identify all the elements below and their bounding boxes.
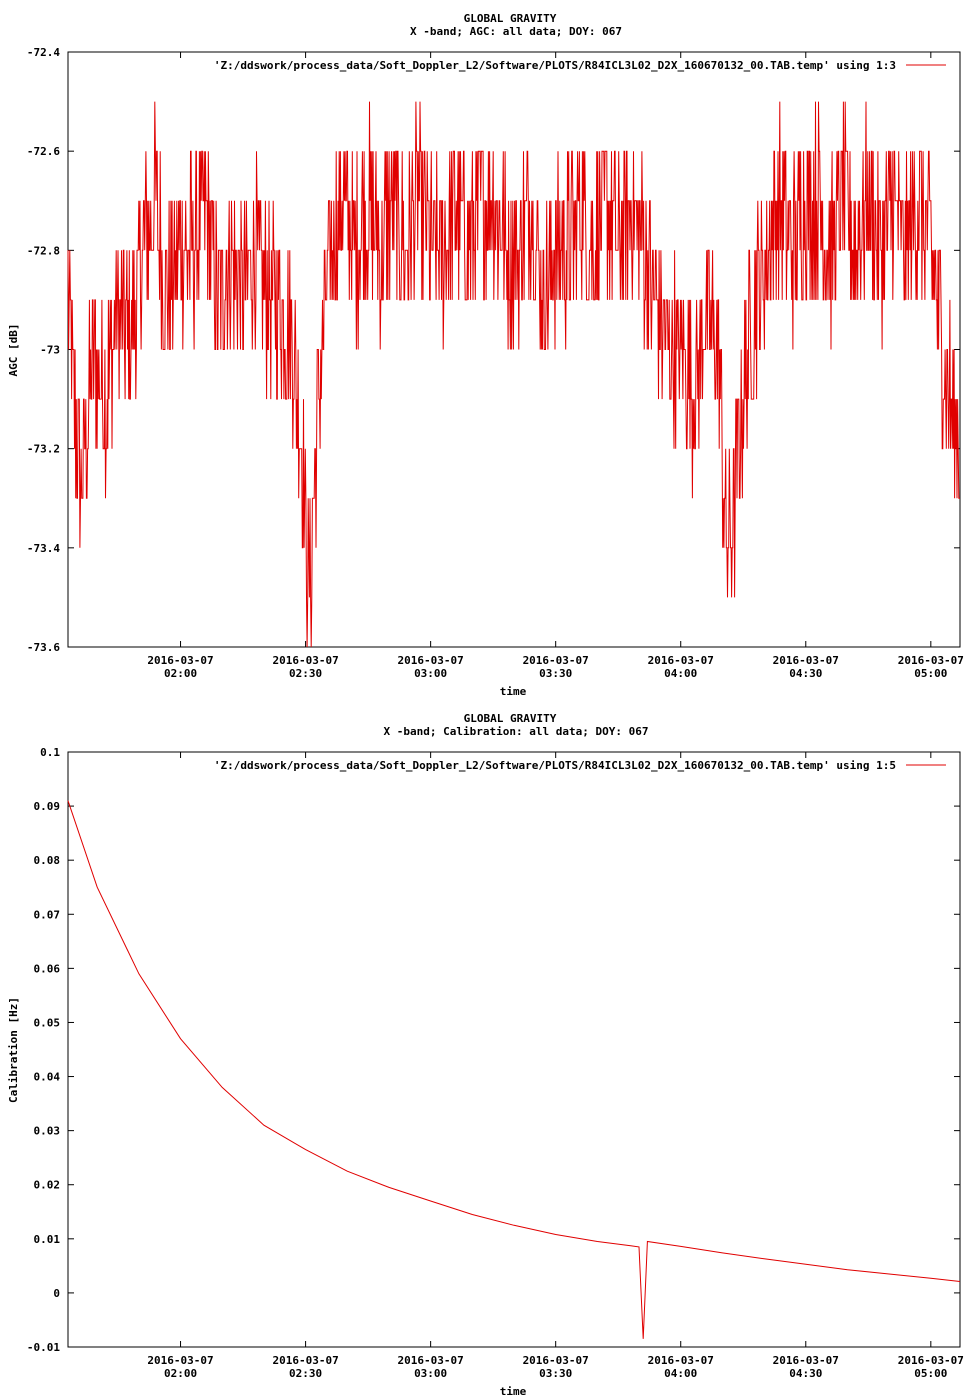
agc-chart-title: GLOBAL GRAVITY	[464, 12, 557, 25]
x-tick-label-date: 2016-03-07	[898, 654, 964, 667]
y-tick-label: 0.01	[34, 1233, 61, 1246]
agc-x-ticks: 2016-03-0702:002016-03-0702:302016-03-07…	[147, 52, 964, 680]
x-tick-label-time: 02:00	[164, 1367, 197, 1380]
y-tick-label: -73.2	[27, 443, 60, 456]
x-tick-label-date: 2016-03-07	[147, 654, 213, 667]
agc-y-ticks: -72.4 -72.6 -72.8 -73 -73.2 -73.4 -73.6	[27, 46, 960, 654]
y-tick-label: -73.6	[27, 641, 60, 654]
x-tick-label-date: 2016-03-07	[773, 654, 839, 667]
calibration-chart-subtitle: X -band; Calibration: all data; DOY: 067	[384, 725, 649, 738]
x-tick-label-date: 2016-03-07	[648, 654, 714, 667]
calibration-x-ticks: 2016-03-0702:002016-03-0702:302016-03-07…	[147, 752, 964, 1380]
x-tick-label-date: 2016-03-07	[523, 1354, 589, 1367]
x-tick-label-time: 05:00	[914, 1367, 947, 1380]
calibration-legend-label: 'Z:/ddswork/process_data/Soft_Doppler_L2…	[214, 759, 896, 772]
y-tick-label: 0.06	[34, 962, 61, 975]
x-tick-label-time: 04:00	[664, 667, 697, 680]
agc-plot-frame	[67, 51, 961, 648]
calibration-chart-title: GLOBAL GRAVITY	[464, 712, 557, 725]
x-tick-label-date: 2016-03-07	[398, 654, 464, 667]
calibration-plot-frame	[67, 751, 961, 1348]
agc-legend-label: 'Z:/ddswork/process_data/Soft_Doppler_L2…	[214, 59, 896, 72]
y-tick-label: -0.01	[27, 1341, 60, 1354]
x-tick-label-date: 2016-03-07	[523, 654, 589, 667]
x-tick-label-time: 03:00	[414, 667, 447, 680]
agc-chart-subtitle: X -band; AGC: all data; DOY: 067	[410, 25, 622, 38]
calibration-y-axis-label: Calibration [Hz]	[7, 997, 20, 1103]
y-tick-label: 0.03	[34, 1125, 61, 1138]
x-tick-label-time: 03:30	[539, 667, 572, 680]
calibration-y-ticks: 0.1 0.09 0.08 0.07 0.06 0.05 0.04 0.03 0.02 0.01 0…	[27, 746, 960, 1354]
y-tick-label: -73.4	[27, 542, 60, 555]
x-tick-label-time: 04:00	[664, 1367, 697, 1380]
y-tick-label: -72.6	[27, 145, 60, 158]
agc-x-axis-label: time	[500, 685, 527, 698]
x-tick-label-time: 05:00	[914, 667, 947, 680]
x-tick-label-date: 2016-03-07	[272, 654, 338, 667]
y-tick-label: 0.05	[34, 1016, 61, 1029]
y-tick-label: -72.8	[27, 244, 60, 257]
x-tick-label-date: 2016-03-07	[272, 1354, 338, 1367]
x-tick-label-date: 2016-03-07	[398, 1354, 464, 1367]
x-tick-label-date: 2016-03-07	[773, 1354, 839, 1367]
x-tick-label-time: 02:00	[164, 667, 197, 680]
calibration-x-axis-label: time	[500, 1385, 527, 1398]
x-tick-label-date: 2016-03-07	[898, 1354, 964, 1367]
x-tick-label-date: 2016-03-07	[648, 1354, 714, 1367]
x-tick-label-time: 03:30	[539, 1367, 572, 1380]
y-tick-label: 0.08	[34, 854, 61, 867]
x-tick-label-time: 03:00	[414, 1367, 447, 1380]
agc-series-line	[67, 101, 960, 648]
x-tick-label-time: 04:30	[789, 1367, 822, 1380]
x-tick-label-time: 02:30	[289, 667, 322, 680]
calibration-chart: GLOBAL GRAVITY X -band; Calibration: all…	[7, 712, 964, 1398]
y-tick-label: 0.09	[34, 800, 61, 813]
y-tick-label: 0.02	[34, 1179, 61, 1192]
y-tick-label: 0.07	[34, 908, 61, 921]
y-tick-label: -73	[40, 344, 60, 357]
calibration-series-line	[67, 800, 961, 1339]
agc-y-axis-label: AGC [dB]	[7, 324, 20, 377]
y-tick-label: 0.1	[40, 746, 60, 759]
x-tick-label-date: 2016-03-07	[147, 1354, 213, 1367]
y-tick-label: 0	[53, 1287, 60, 1300]
y-tick-label: -72.4	[27, 46, 60, 59]
agc-chart: GLOBAL GRAVITY X -band; AGC: all data; D…	[7, 12, 964, 698]
x-tick-label-time: 04:30	[789, 667, 822, 680]
x-tick-label-time: 02:30	[289, 1367, 322, 1380]
y-tick-label: 0.04	[34, 1071, 61, 1084]
